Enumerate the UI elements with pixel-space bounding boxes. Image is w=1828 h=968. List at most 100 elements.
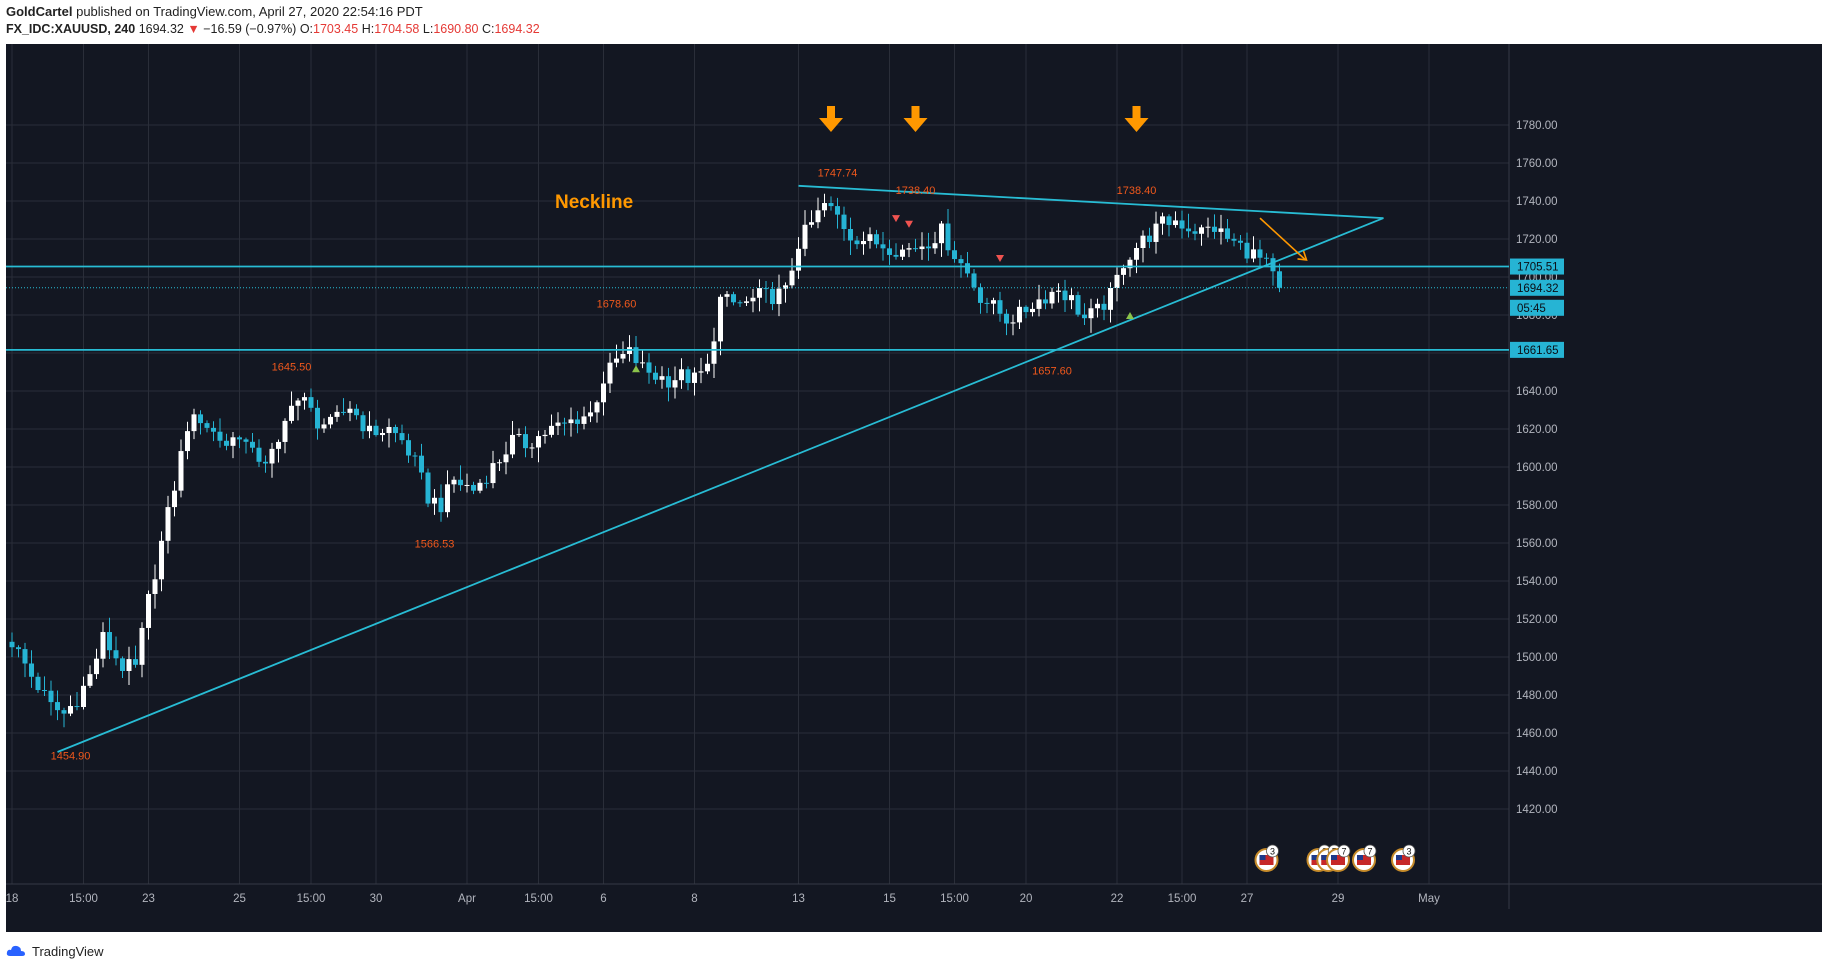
candle-body-down (952, 250, 957, 260)
candle-body-up (568, 419, 574, 424)
candle-body-up (477, 482, 483, 491)
candle-body-down (315, 407, 320, 429)
candle-body-down (633, 347, 639, 364)
chart-panel[interactable]: 1420.00 1440.00 1460.00 1480.00 1500.00 1520.… (6, 44, 1822, 932)
candle-body-up (536, 436, 541, 448)
author-name[interactable]: GoldCartel (6, 4, 73, 19)
candle-body-up (276, 441, 281, 449)
candle-body-up (1108, 287, 1113, 310)
candle-body-down (1023, 306, 1029, 313)
price-axis-label-box (1510, 279, 1564, 296)
candle-body-up (139, 627, 145, 665)
price-annotation: 1645.50 (272, 362, 312, 374)
down-arrow-icon (903, 106, 928, 132)
price-annotation: 1738.40 (896, 185, 936, 197)
candle-body-up (1140, 235, 1146, 249)
candle-body-down (1212, 226, 1217, 232)
trendline[interactable] (798, 184, 1384, 219)
event-count-bubble (1402, 844, 1416, 858)
candle-body-up (87, 674, 93, 686)
candle-body-up (861, 240, 866, 245)
candle-body-down (958, 259, 964, 264)
price-tick-label: 1620.00 (1516, 424, 1558, 436)
candle-body-up (614, 358, 619, 363)
time-tick-label: 6 (600, 893, 606, 905)
time-tick-label: 27 (1241, 893, 1254, 905)
candle-body-down (438, 497, 444, 513)
price-chart[interactable]: 1420.00 1440.00 1460.00 1480.00 1500.00 1520.… (6, 44, 1822, 932)
candle-body-down (978, 287, 983, 303)
candle-body-down (646, 362, 652, 373)
candle-body-down (55, 702, 60, 711)
open-label: O: (299, 22, 314, 36)
candle-body-down (425, 472, 431, 504)
time-tick-label: 15:00 (297, 893, 326, 905)
price-axis-label: 05:45 (1517, 303, 1546, 315)
candle-body-down (1043, 299, 1048, 304)
us-flag-canton-icon (1331, 855, 1337, 860)
price-tick-label: 1540.00 (1516, 576, 1558, 588)
candle-body-up (718, 296, 723, 342)
published-text: published on TradingView.com, April 27, … (76, 4, 423, 19)
candle-body-up (81, 685, 86, 708)
low-value: 1690.80 (433, 22, 479, 36)
candle-body-up (549, 425, 554, 435)
price-tick-label: 1580.00 (1516, 500, 1558, 512)
candle-body-up (126, 659, 132, 671)
candle-body-up (1017, 306, 1022, 323)
candle-body-down (1075, 295, 1081, 315)
candle-body-up (321, 424, 327, 429)
candle-body-down (523, 434, 528, 449)
candle-body-up (724, 294, 730, 297)
candle-body-down (893, 254, 899, 257)
price-tick-label: 1420.00 (1516, 804, 1558, 816)
candle-body-up (594, 402, 600, 413)
candle-body-down (854, 240, 860, 245)
price-axis-label-box (1510, 299, 1564, 316)
candle-body-down (1192, 231, 1198, 234)
time-tick-label: 13 (792, 893, 805, 905)
candle-body-up (939, 223, 944, 244)
projection-arrowhead-icon (1297, 250, 1308, 261)
candle-body-down (945, 223, 951, 251)
candle-body-up (68, 706, 73, 714)
price-axis-label: 1694.32 (1517, 283, 1559, 295)
candle-body-up (757, 288, 762, 298)
candle-body-down (926, 246, 931, 249)
candle-body-down (835, 206, 840, 215)
candle-body-down (48, 690, 54, 703)
candle-body-up (269, 448, 275, 464)
candle-body-down (42, 690, 47, 692)
candle-body-down (887, 248, 892, 255)
trendline[interactable] (57, 217, 1384, 753)
candle-body-up (867, 234, 873, 241)
candle-body-up (367, 425, 372, 432)
time-tick-label: 15:00 (940, 893, 969, 905)
candle-body-down (22, 649, 28, 664)
down-arrow-icon (819, 106, 843, 132)
candle-body-down (874, 234, 879, 245)
candle-body-up (1218, 228, 1224, 232)
candle-body-up (94, 658, 99, 675)
candle-body-up (516, 434, 522, 436)
candle-body-down (1186, 228, 1191, 232)
last-price: 1694.32 (138, 22, 184, 36)
price-tick-label: 1780.00 (1516, 120, 1558, 132)
candle-body-down (1166, 216, 1172, 226)
candle-body-down (913, 248, 918, 250)
event-count-bubble (1337, 844, 1351, 858)
publish-info: GoldCartel published on TradingView.com,… (6, 4, 423, 19)
candle-body-up (230, 437, 236, 446)
candle-body-up (191, 414, 197, 432)
candle-body-up (165, 507, 171, 541)
tradingview-footer[interactable]: TradingView (6, 940, 104, 962)
candle-body-down (828, 203, 834, 207)
candle-body-down (1257, 249, 1263, 258)
candle-body-down (848, 229, 853, 241)
projection-arrow-line (1259, 217, 1307, 261)
sell-signal-triangle-icon (892, 215, 900, 223)
price-annotation: 1657.60 (1032, 366, 1072, 378)
symbol-name: FX_IDC:XAUUSD, 240 (6, 22, 136, 36)
candle-body-up (1095, 303, 1100, 309)
candle-body-up (1173, 220, 1178, 226)
